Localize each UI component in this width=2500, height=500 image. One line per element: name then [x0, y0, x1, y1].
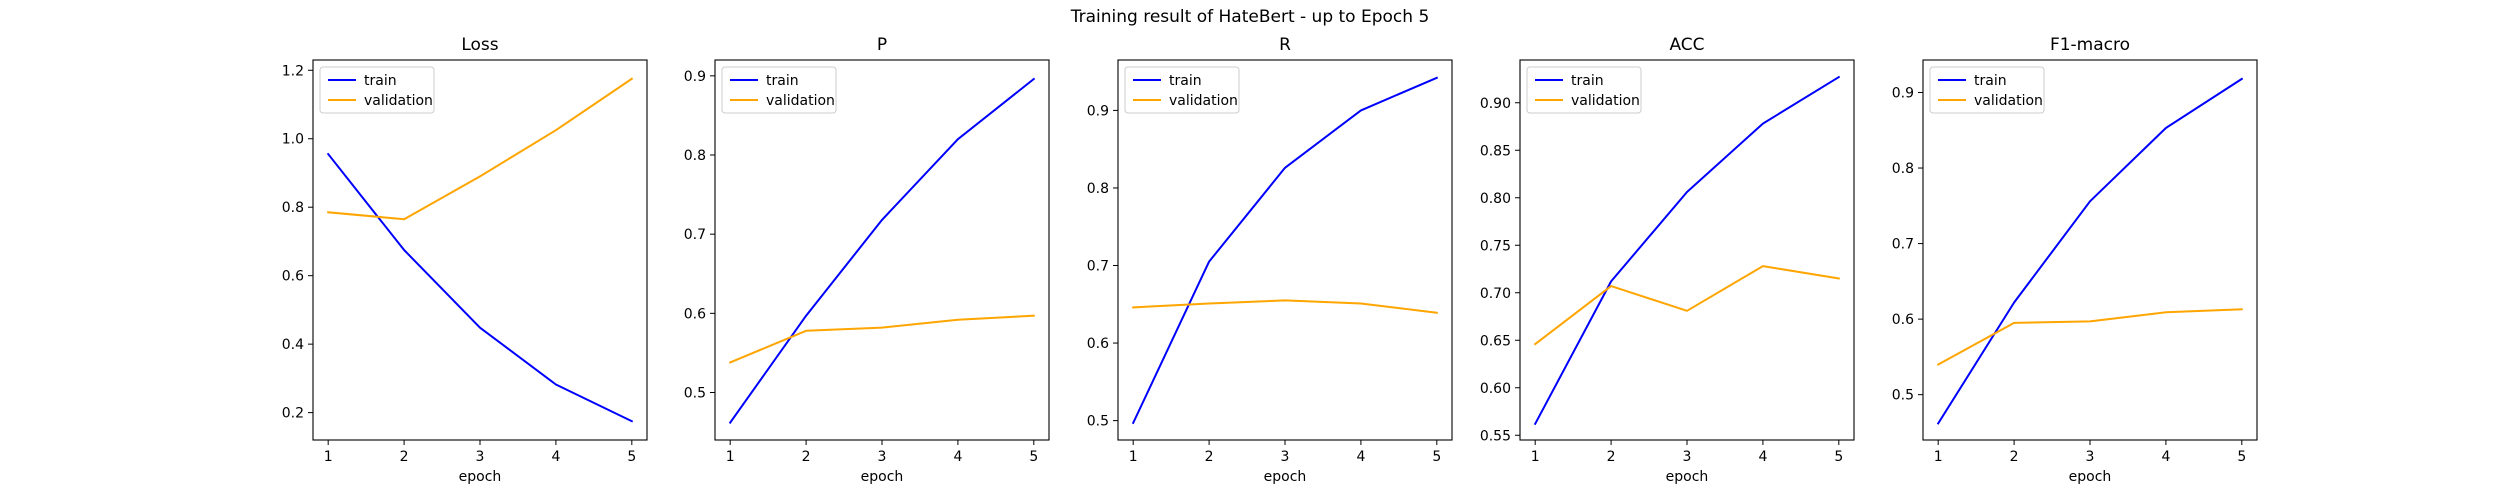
x-tick-label: 1 [1934, 449, 1943, 465]
x-tick-label: 4 [1356, 449, 1365, 465]
y-tick-label: 0.90 [1480, 96, 1511, 112]
x-axis-label: epoch [1264, 469, 1307, 485]
y-tick-label: 0.7 [684, 227, 706, 243]
x-tick-label: 3 [1683, 449, 1692, 465]
y-tick-label: 0.9 [684, 69, 706, 85]
series-line-train [1936, 77, 2244, 425]
x-tick-label: 4 [1758, 449, 1767, 465]
axes-frame [312, 59, 648, 441]
x-tick-label: 1 [324, 449, 333, 465]
y-tick-label: 0.60 [1480, 381, 1511, 397]
x-tick-label: 1 [1531, 449, 1540, 465]
x-tick-label: 2 [1607, 449, 1616, 465]
y-tick-label: 0.7 [1892, 237, 1914, 253]
legend-label-train: train [1571, 73, 1604, 89]
y-tick-label: 0.4 [282, 337, 304, 353]
legend-label-validation: validation [1571, 93, 1640, 109]
y-tick-label: 0.2 [282, 406, 304, 422]
subplot-title: F1-macro [2050, 35, 2130, 55]
legend-label-train: train [766, 73, 799, 89]
y-tick-label: 0.65 [1480, 333, 1511, 349]
y-tick-label: 0.8 [684, 148, 706, 164]
legend-label-train: train [1974, 73, 2007, 89]
legend-box [319, 66, 435, 114]
x-tick-label: 5 [1029, 449, 1038, 465]
legend-label-validation: validation [1974, 93, 2043, 109]
series-line-train [1533, 75, 1841, 426]
x-tick-label: 5 [627, 449, 636, 465]
x-tick-label: 4 [953, 449, 962, 465]
subplot-title: R [1279, 35, 1291, 55]
y-tick-label: 1.2 [282, 63, 304, 79]
legend-label-validation: validation [766, 93, 835, 109]
y-tick-label: 0.8 [282, 200, 304, 216]
figure-title: Training result of HateBert - up to Epoc… [1070, 7, 1430, 27]
x-axis-label: epoch [459, 469, 502, 485]
series-line-train [1131, 76, 1439, 425]
axes-frame [1519, 59, 1855, 441]
legend-box [721, 66, 837, 114]
x-tick-label: 5 [1432, 449, 1441, 465]
x-tick-label: 5 [1834, 449, 1843, 465]
x-tick-label: 3 [2086, 449, 2095, 465]
y-tick-label: 0.9 [1892, 85, 1914, 101]
subplot-title: ACC [1669, 35, 1704, 55]
x-tick-label: 2 [2010, 449, 2019, 465]
y-tick-label: 0.5 [1087, 414, 1109, 430]
legend-box [1929, 66, 2045, 114]
x-tick-label: 2 [400, 449, 409, 465]
y-tick-label: 0.55 [1480, 428, 1511, 444]
x-tick-label: 3 [878, 449, 887, 465]
y-tick-label: 0.9 [1087, 103, 1109, 119]
series-line-train [326, 152, 634, 423]
axes-frame [1922, 59, 2258, 441]
legend-label-train: train [1169, 73, 1202, 89]
subplot-title: Loss [461, 35, 498, 55]
y-tick-label: 0.80 [1480, 191, 1511, 207]
x-tick-label: 4 [551, 449, 560, 465]
x-tick-label: 2 [1205, 449, 1214, 465]
x-tick-label: 4 [2161, 449, 2170, 465]
x-axis-label: epoch [2069, 469, 2112, 485]
series-line-validation [1533, 265, 1840, 346]
y-tick-label: 0.6 [1087, 336, 1109, 352]
series-line-validation [1132, 299, 1438, 314]
y-tick-label: 0.6 [1892, 312, 1914, 328]
y-tick-label: 0.70 [1480, 286, 1511, 302]
x-axis-label: epoch [1666, 469, 1709, 485]
x-tick-label: 2 [802, 449, 811, 465]
x-tick-label: 3 [476, 449, 485, 465]
x-axis-label: epoch [861, 469, 904, 485]
legend-label-train: train [364, 73, 397, 89]
x-tick-label: 1 [726, 449, 735, 465]
y-tick-label: 0.6 [282, 269, 304, 285]
series-line-train [728, 77, 1036, 424]
axes-frame [1117, 59, 1453, 441]
x-tick-label: 1 [1129, 449, 1138, 465]
x-tick-label: 5 [2237, 449, 2246, 465]
legend-box [1526, 66, 1642, 114]
legend-label-validation: validation [364, 93, 433, 109]
y-tick-label: 0.5 [1892, 388, 1914, 404]
y-tick-label: 0.7 [1087, 259, 1109, 275]
x-tick-label: 3 [1281, 449, 1290, 465]
y-tick-label: 0.5 [684, 386, 706, 402]
y-tick-label: 1.0 [282, 132, 304, 148]
axes-frame [714, 59, 1050, 441]
legend-label-validation: validation [1169, 93, 1238, 109]
y-tick-label: 0.85 [1480, 143, 1511, 159]
y-tick-label: 0.8 [1087, 181, 1109, 197]
y-tick-label: 0.75 [1480, 238, 1511, 254]
series-line-validation [1936, 308, 2243, 366]
y-tick-label: 0.6 [684, 306, 706, 322]
subplot-title: P [877, 35, 887, 55]
series-line-validation [327, 77, 634, 221]
series-line-validation [728, 314, 1035, 364]
y-tick-label: 0.8 [1892, 161, 1914, 177]
legend-box [1124, 66, 1240, 114]
